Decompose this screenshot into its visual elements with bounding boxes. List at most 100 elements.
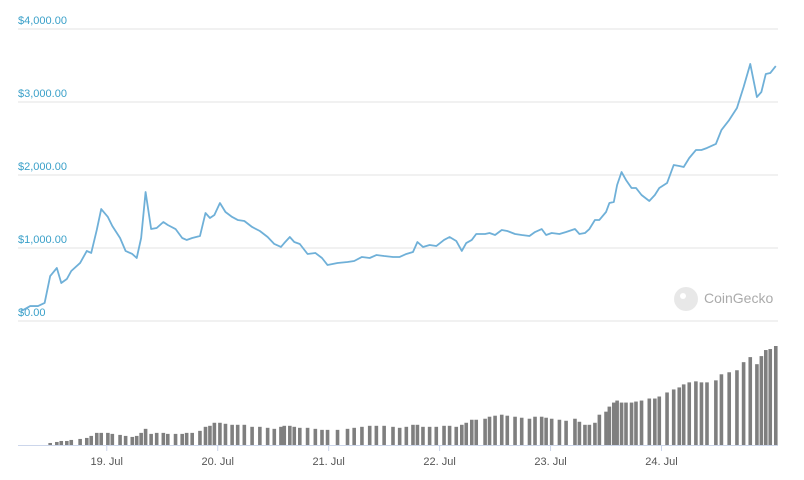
- volume-bar: [279, 426, 283, 445]
- volume-bar: [106, 432, 110, 445]
- volume-bar: [759, 356, 764, 445]
- volume-bar: [391, 426, 395, 445]
- volume-bar: [123, 435, 128, 445]
- volume-bar: [434, 426, 439, 445]
- x-tick-label: 21. Jul: [312, 456, 344, 468]
- volume-bar: [647, 398, 652, 445]
- volume-bar: [165, 433, 170, 445]
- volume-bar: [99, 432, 104, 445]
- volume-bar: [544, 417, 548, 445]
- volume-bar: [59, 440, 64, 445]
- volume-bar: [360, 426, 364, 445]
- volume-bar: [198, 430, 202, 445]
- volume-bar: [235, 424, 240, 445]
- volume-bar: [447, 425, 452, 445]
- volume-bar: [184, 432, 189, 445]
- volume-bar: [741, 362, 746, 445]
- volume-bar: [768, 349, 773, 445]
- volume-bar: [474, 419, 479, 445]
- volume-bar: [404, 426, 409, 445]
- volume-bar: [748, 357, 753, 445]
- y-tick-label: $4,000.00: [18, 15, 67, 27]
- volume-bar: [527, 418, 532, 445]
- volume-bar: [367, 425, 372, 445]
- volume-bar: [694, 381, 698, 445]
- volume-bar: [110, 433, 115, 445]
- volume-bar: [335, 429, 340, 445]
- volume-bar: [687, 382, 692, 445]
- volume-bar: [218, 422, 222, 445]
- volume-bar: [573, 418, 577, 445]
- y-tick-label: $1,000.00: [18, 234, 67, 246]
- volume-bar: [212, 422, 217, 445]
- volume-bar: [499, 414, 504, 445]
- volume-bar: [513, 416, 517, 445]
- y-tick-label: $2,000.00: [18, 161, 67, 173]
- watermark-logo: [674, 287, 698, 311]
- volume-bar: [282, 425, 287, 445]
- volume-bar: [242, 424, 247, 445]
- volume-bar: [208, 425, 212, 445]
- x-tick-label: 23. Jul: [534, 456, 566, 468]
- volume-bar: [587, 424, 592, 445]
- volume-bar: [755, 364, 759, 445]
- volume-bar: [325, 429, 330, 445]
- volume-bar: [154, 432, 159, 445]
- volume-bar: [288, 425, 292, 445]
- volume-bar: [69, 439, 74, 445]
- volume-bar: [411, 424, 415, 445]
- volume-bar: [577, 421, 582, 445]
- watermark-text: CoinGecko: [704, 290, 773, 306]
- volume-bar: [230, 424, 234, 445]
- volume-bar: [173, 433, 178, 445]
- volume-bar: [442, 425, 446, 445]
- y-tick-label: $3,000.00: [18, 88, 67, 100]
- volume-bar: [634, 401, 638, 445]
- volume-bar: [48, 442, 52, 445]
- volume-bar: [223, 423, 228, 445]
- volume-bar: [313, 428, 318, 445]
- x-tick-label: 24. Jul: [645, 456, 677, 468]
- volume-bar: [180, 433, 185, 445]
- volume-bar: [149, 433, 153, 445]
- volume-bar: [250, 426, 254, 445]
- volume-bar: [320, 429, 324, 445]
- volume-bar: [653, 398, 657, 445]
- volume-bar: [773, 346, 778, 445]
- volume-bar: [681, 384, 686, 445]
- volume-bar: [714, 380, 718, 445]
- volume-bar: [469, 419, 474, 445]
- volume-bar: [665, 392, 669, 445]
- x-tick-label: 19. Jul: [91, 456, 123, 468]
- volume-bar: [382, 425, 386, 445]
- volume-bar: [615, 400, 619, 445]
- volume-bar: [272, 428, 277, 445]
- x-tick-label: 20. Jul: [201, 456, 233, 468]
- volume-bar: [89, 435, 94, 445]
- volume-bar: [258, 426, 262, 445]
- volume-bar: [427, 426, 432, 445]
- volume-bar: [143, 428, 148, 445]
- volume-bar: [735, 370, 739, 445]
- volume-bar: [397, 427, 402, 445]
- volume-bar: [298, 427, 302, 445]
- volume-bar: [564, 420, 568, 445]
- y-tick-label: $0.00: [18, 307, 46, 319]
- volume-bar: [657, 396, 662, 445]
- volume-bar: [549, 418, 554, 445]
- volume-bar: [607, 406, 612, 445]
- volume-bar: [505, 415, 510, 445]
- volume-bar: [483, 418, 487, 445]
- volume-bar: [629, 402, 634, 445]
- volume-bar: [533, 416, 537, 445]
- volume-bar: [705, 382, 709, 445]
- volume-bar: [345, 428, 350, 445]
- volume-bar: [94, 432, 99, 445]
- volume-bar: [305, 427, 310, 445]
- volume-bar: [265, 427, 270, 445]
- volume-bar: [118, 434, 122, 445]
- volume-bar: [699, 382, 704, 445]
- volume-bar: [487, 416, 492, 445]
